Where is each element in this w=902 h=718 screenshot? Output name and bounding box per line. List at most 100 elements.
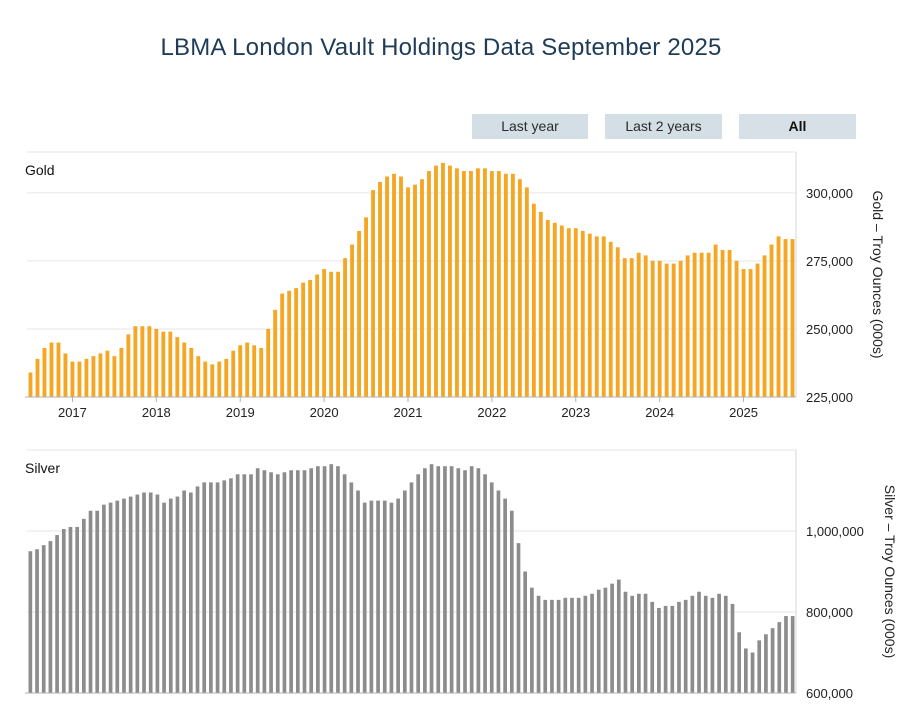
gold-bar	[413, 184, 417, 397]
silver-bar	[396, 498, 400, 693]
gold-y-tick-label: 275,000	[806, 254, 853, 269]
silver-bar	[463, 470, 467, 693]
silver-bar	[750, 652, 755, 693]
silver-bar	[777, 622, 782, 694]
silver-bar	[68, 526, 73, 693]
page-title: LBMA London Vault Holdings Data Septembe…	[160, 34, 722, 61]
gold-bar	[783, 239, 788, 397]
gold-bar	[776, 236, 781, 397]
gold-bar	[245, 342, 250, 397]
silver-bar	[583, 595, 588, 693]
last-2-years-button[interactable]: Last 2 years	[605, 114, 722, 139]
gold-bar	[385, 176, 389, 397]
gold-bar	[748, 269, 753, 397]
silver-bar	[262, 470, 267, 693]
silver-bar	[269, 472, 273, 693]
gold-y-axis-title: Gold – Troy Ounces (000s)	[870, 190, 886, 358]
silver-bar	[616, 579, 621, 693]
silver-bar	[35, 549, 39, 693]
silver-bar	[469, 466, 474, 693]
silver-y-tick-label: 800,000	[806, 605, 853, 620]
gold-bar	[538, 211, 543, 397]
gold-bar	[203, 361, 208, 397]
silver-bar	[770, 628, 775, 693]
silver-bar	[677, 601, 681, 694]
gold-bar	[77, 361, 82, 397]
gold-bar	[392, 173, 396, 397]
silver-bar	[322, 466, 327, 693]
gold-bar	[482, 168, 487, 397]
gold-bar	[322, 269, 327, 397]
gold-bar	[601, 236, 606, 397]
gold-bar	[35, 358, 40, 397]
gold-bar	[552, 222, 557, 397]
silver-bar	[188, 492, 193, 693]
last-year-button[interactable]: Last year	[472, 114, 588, 139]
gold-bar	[161, 331, 166, 397]
gold-bar	[399, 176, 403, 397]
silver-bar	[229, 478, 233, 693]
silver-bar	[596, 589, 601, 693]
gold-bar	[266, 328, 271, 397]
silver-bar	[302, 470, 307, 693]
silver-bar	[389, 502, 394, 693]
silver-bar	[195, 486, 200, 693]
gold-x-tick-label: 2018	[142, 405, 171, 420]
gold-bar	[28, 372, 33, 397]
gold-bar	[70, 361, 75, 397]
silver-bar	[316, 466, 320, 693]
gold-bar	[510, 173, 515, 397]
silver-bar	[102, 504, 106, 693]
silver-y-tick-label: 1,000,000	[806, 524, 864, 539]
gold-x-tick-label: 2019	[226, 405, 255, 420]
silver-bar	[429, 464, 434, 693]
gold-bar	[657, 260, 662, 397]
gold-x-tick-label: 2017	[58, 405, 87, 420]
gold-bar	[168, 331, 173, 397]
silver-bar	[710, 597, 715, 693]
silver-bar	[75, 526, 79, 693]
gold-bar	[329, 271, 334, 397]
silver-bar	[61, 528, 66, 693]
gold-bar	[147, 326, 152, 397]
silver-bar	[503, 498, 507, 693]
silver-bar	[222, 480, 227, 694]
silver-bar	[489, 482, 494, 693]
silver-bar	[168, 498, 173, 693]
silver-bar	[590, 593, 594, 693]
silver-bar	[723, 595, 728, 693]
gold-bar	[105, 350, 110, 397]
silver-bar	[423, 468, 427, 693]
silver-y-tick-label: 600,000	[806, 686, 853, 701]
silver-bar	[436, 466, 441, 693]
gold-bar	[636, 252, 641, 397]
gold-bar	[664, 263, 669, 397]
all-button[interactable]: All	[739, 114, 856, 139]
gold-bar	[273, 309, 278, 397]
silver-bar	[182, 490, 186, 693]
silver-bar	[697, 591, 701, 693]
silver-bar	[155, 494, 160, 693]
silver-bar	[362, 502, 367, 693]
gold-bar	[741, 269, 746, 397]
gold-bar	[566, 228, 571, 397]
gold-bar	[196, 356, 201, 397]
silver-bar	[623, 591, 628, 693]
gold-bar	[769, 244, 774, 397]
gold-bar	[559, 225, 564, 397]
gold-bar	[615, 247, 620, 397]
silver-bar	[162, 502, 166, 693]
gold-bar	[112, 356, 117, 397]
silver-bar	[402, 490, 407, 693]
gold-bar	[713, 244, 718, 397]
silver-bar	[663, 605, 668, 693]
silver-bar	[108, 502, 113, 693]
gold-bar	[63, 353, 68, 397]
gold-bar	[217, 361, 222, 397]
silver-bar	[356, 490, 360, 693]
silver-bar	[382, 500, 387, 694]
silver-bar	[295, 470, 300, 693]
gold-bar	[448, 165, 452, 397]
gold-bar	[84, 358, 89, 397]
gold-bar	[489, 171, 494, 397]
